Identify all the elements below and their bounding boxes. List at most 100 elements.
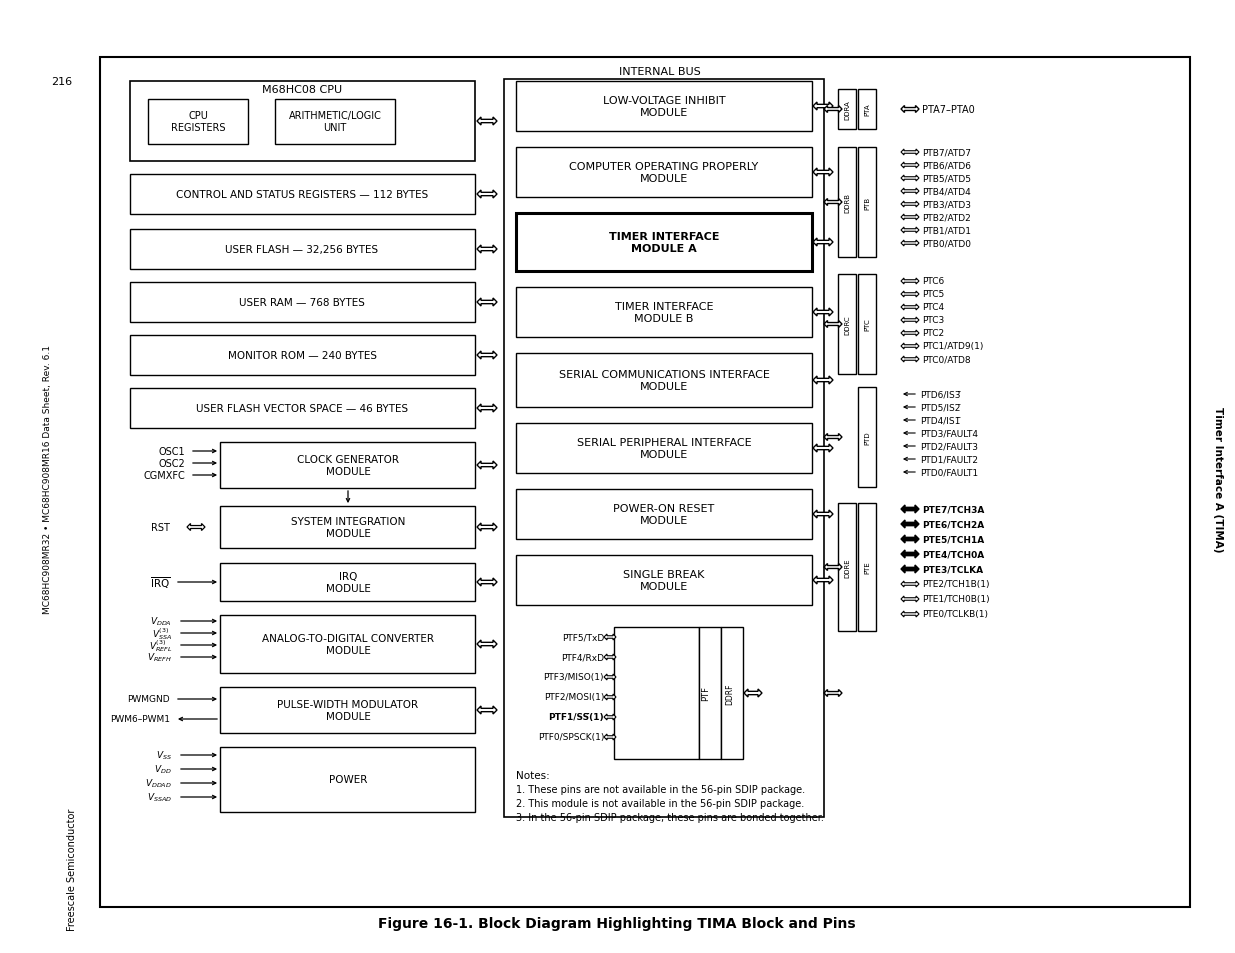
Text: M68HC08 CPU: M68HC08 CPU	[262, 85, 342, 95]
Polygon shape	[902, 612, 919, 618]
Bar	[721, 627, 743, 760]
Polygon shape	[477, 578, 496, 586]
Text: PTE: PTE	[864, 561, 869, 574]
Bar	[100, 58, 1191, 907]
Polygon shape	[902, 189, 919, 194]
Polygon shape	[813, 511, 832, 518]
Text: PTA: PTA	[864, 104, 869, 116]
Text: $V_{SSA}^{(3)}$: $V_{SSA}^{(3)}$	[152, 625, 172, 641]
Polygon shape	[477, 461, 496, 470]
Text: PTE3/TCLKA: PTE3/TCLKA	[923, 565, 983, 574]
Polygon shape	[813, 103, 832, 111]
Polygon shape	[902, 107, 919, 113]
Bar	[699, 627, 721, 760]
Polygon shape	[604, 655, 616, 660]
Text: PTE0/TCLKB(1): PTE0/TCLKB(1)	[923, 610, 988, 618]
Polygon shape	[604, 695, 616, 700]
Polygon shape	[477, 352, 496, 359]
Bar	[130, 82, 475, 162]
Bar	[516, 490, 811, 539]
Text: SINGLE BREAK
MODULE: SINGLE BREAK MODULE	[624, 570, 705, 591]
Text: PWM6–PWM1: PWM6–PWM1	[110, 715, 170, 723]
Text: Timer Interface A (TIMA): Timer Interface A (TIMA)	[1213, 407, 1223, 552]
Text: PULSE-WIDTH MODULATOR
MODULE: PULSE-WIDTH MODULATOR MODULE	[278, 700, 419, 721]
Text: PTC6: PTC6	[923, 277, 945, 286]
Text: MONITOR ROM — 240 BYTES: MONITOR ROM — 240 BYTES	[227, 351, 377, 360]
Bar	[148, 100, 248, 145]
Polygon shape	[813, 376, 832, 385]
Bar	[839, 148, 856, 257]
Text: $\overline{\mathrm{IRQ}}$: $\overline{\mathrm{IRQ}}$	[149, 575, 170, 590]
Bar	[130, 335, 475, 375]
Bar	[220, 506, 475, 548]
Text: PTF5/TxD: PTF5/TxD	[562, 633, 604, 641]
Polygon shape	[902, 597, 919, 602]
Text: OSC2: OSC2	[158, 458, 185, 469]
Polygon shape	[902, 565, 919, 574]
Text: PTB5/ATD5: PTB5/ATD5	[923, 174, 971, 183]
Polygon shape	[824, 434, 842, 441]
Bar	[220, 747, 475, 812]
Bar	[858, 90, 876, 130]
Polygon shape	[813, 169, 832, 177]
Polygon shape	[902, 163, 919, 169]
Bar	[516, 423, 811, 474]
Text: MC68HC908MR32 • MC68HC908MR16 Data Sheet, Rev. 6.1: MC68HC908MR32 • MC68HC908MR16 Data Sheet…	[42, 345, 52, 614]
Bar	[504, 80, 824, 817]
Bar	[858, 503, 876, 631]
Polygon shape	[477, 191, 496, 199]
Text: PTE2/TCH1B(1): PTE2/TCH1B(1)	[923, 579, 989, 589]
Polygon shape	[477, 706, 496, 714]
Polygon shape	[813, 577, 832, 584]
Text: PTD: PTD	[864, 431, 869, 444]
Polygon shape	[902, 536, 919, 543]
Text: PTC4: PTC4	[923, 303, 944, 313]
Text: PTF: PTF	[701, 686, 710, 700]
Text: PTB: PTB	[864, 196, 869, 210]
Text: SERIAL PERIPHERAL INTERFACE
MODULE: SERIAL PERIPHERAL INTERFACE MODULE	[577, 437, 751, 459]
Text: PTF0/SPSCK(1): PTF0/SPSCK(1)	[537, 733, 604, 741]
Polygon shape	[902, 305, 919, 311]
Text: $V_{SSAD}$: $V_{SSAD}$	[147, 791, 172, 803]
Polygon shape	[902, 344, 919, 350]
Text: CONTROL AND STATUS REGISTERS — 112 BYTES: CONTROL AND STATUS REGISTERS — 112 BYTES	[175, 190, 429, 200]
Text: PTC3: PTC3	[923, 316, 945, 325]
Text: USER FLASH VECTOR SPACE — 46 BYTES: USER FLASH VECTOR SPACE — 46 BYTES	[196, 403, 408, 414]
Text: Notes:: Notes:	[516, 770, 550, 781]
Bar	[130, 230, 475, 270]
Text: Figure 16-1. Block Diagram Highlighting TIMA Block and Pins: Figure 16-1. Block Diagram Highlighting …	[378, 916, 856, 930]
Polygon shape	[902, 520, 919, 529]
Polygon shape	[902, 150, 919, 156]
Text: PTB1/ATD1: PTB1/ATD1	[923, 226, 971, 235]
Text: PTF1/SS̅(1): PTF1/SS̅(1)	[548, 713, 604, 721]
Text: PTE4/TCH0A: PTE4/TCH0A	[923, 550, 984, 558]
Text: $V_{DDA}$: $V_{DDA}$	[151, 615, 172, 628]
Text: IRQ
MODULE: IRQ MODULE	[326, 572, 370, 593]
Text: DDRE: DDRE	[844, 558, 850, 578]
Text: POWER: POWER	[329, 774, 367, 784]
Text: POWER-ON RESET
MODULE: POWER-ON RESET MODULE	[614, 504, 715, 525]
Text: PTD4/IS1̅: PTD4/IS1̅	[920, 416, 961, 425]
Polygon shape	[477, 405, 496, 413]
Bar	[839, 503, 856, 631]
Text: PTB4/ATD4: PTB4/ATD4	[923, 188, 971, 196]
Bar	[516, 148, 811, 198]
Text: RST: RST	[151, 522, 170, 533]
Polygon shape	[477, 640, 496, 648]
Polygon shape	[902, 317, 919, 324]
Bar	[858, 388, 876, 488]
Polygon shape	[604, 734, 616, 740]
Polygon shape	[604, 635, 616, 640]
Bar	[516, 556, 811, 605]
Polygon shape	[902, 292, 919, 297]
Polygon shape	[477, 118, 496, 126]
Polygon shape	[743, 689, 762, 698]
Polygon shape	[477, 246, 496, 253]
Bar	[220, 563, 475, 601]
Bar	[516, 288, 811, 337]
Polygon shape	[902, 241, 919, 247]
Text: USER RAM — 768 BYTES: USER RAM — 768 BYTES	[240, 297, 364, 308]
Text: TIMER INTERFACE
MODULE B: TIMER INTERFACE MODULE B	[615, 302, 714, 323]
Text: $V_{REFH}$: $V_{REFH}$	[147, 651, 172, 663]
Text: 216: 216	[52, 77, 73, 87]
